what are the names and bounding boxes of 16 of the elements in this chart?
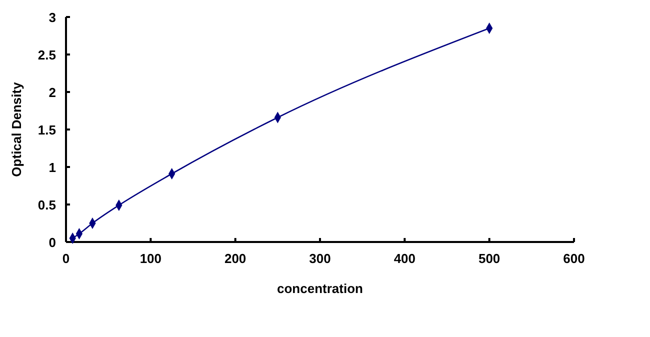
y-tick-label: 2 (48, 85, 56, 100)
y-tick-label: 0.5 (38, 198, 56, 212)
x-tick-label: 0 (62, 251, 70, 266)
x-tick-label: 200 (224, 251, 246, 266)
x-tick-label: 500 (478, 251, 500, 266)
y-tick-label: 1.5 (38, 122, 56, 138)
y-tick-label: 0 (48, 235, 56, 250)
y-tick-label: 1 (48, 160, 56, 175)
y-tick-label: 3 (48, 10, 56, 25)
y-tick-label: 2.5 (38, 48, 56, 62)
x-tick-label: 100 (140, 251, 162, 266)
x-tick-label: 400 (394, 251, 416, 266)
x-tick-label: 300 (309, 251, 331, 266)
y-axis-title: Optical Density (9, 81, 24, 177)
x-axis-title: concentration (277, 281, 364, 296)
x-tick-label: 600 (563, 251, 585, 266)
